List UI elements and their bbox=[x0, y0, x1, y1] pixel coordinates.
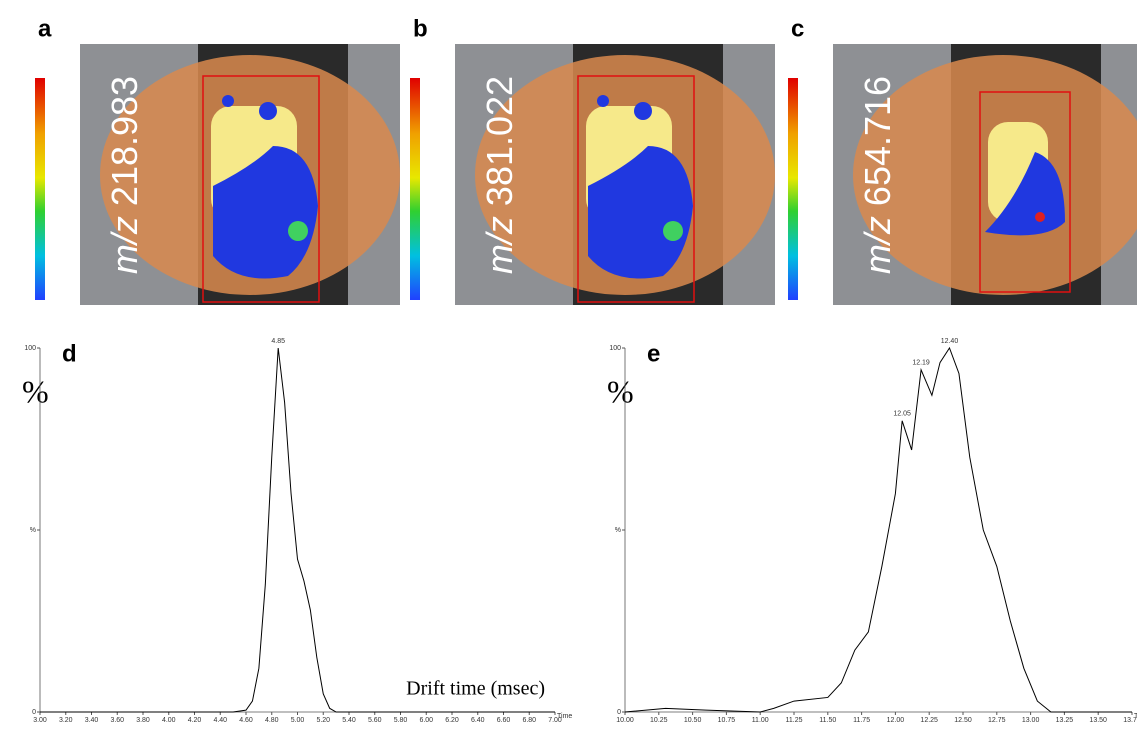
x-tick-label: 3.60 bbox=[110, 717, 124, 724]
x-tick-label: 6.00 bbox=[419, 717, 433, 724]
chart: d% Drift time (msec) Time 0% 100 3.00 3.20 3.40… bbox=[22, 338, 572, 724]
x-tick-label: 12.50 bbox=[954, 717, 972, 724]
y-axis-label: % bbox=[607, 373, 634, 409]
x-axis-label: Drift time (msec) bbox=[406, 678, 545, 700]
x-tick-label: 5.40 bbox=[342, 717, 356, 724]
heat-blue bbox=[985, 152, 1065, 236]
y-tick-label: % bbox=[30, 527, 36, 534]
x-tick-label: 11.25 bbox=[786, 717, 803, 724]
heat-blob bbox=[222, 95, 234, 107]
x-tick-label: 5.20 bbox=[316, 717, 330, 724]
panel-label: e bbox=[647, 340, 660, 367]
x-tick-label: 6.60 bbox=[497, 717, 511, 724]
mz-value: 381.022 bbox=[479, 76, 520, 206]
x-tick-label: 10.00 bbox=[616, 717, 634, 724]
mz-prefix: m/z bbox=[479, 216, 520, 274]
x-tick-label: 4.40 bbox=[213, 717, 227, 724]
x-tick-label: 12.00 bbox=[887, 717, 905, 724]
line-series bbox=[624, 346, 1132, 713]
image-panel: b m/z 381.022 bbox=[410, 15, 775, 305]
x-tick-label: 12.25 bbox=[920, 717, 938, 724]
x-tick-label: 13.75 bbox=[1123, 717, 1137, 724]
x-tick-label: 3.00 bbox=[33, 717, 47, 724]
colorbar bbox=[410, 78, 420, 300]
x-tick-label: 5.60 bbox=[368, 717, 382, 724]
roi bbox=[577, 75, 695, 303]
mz-label: m/z 218.983 bbox=[104, 76, 145, 274]
mz-prefix: m/z bbox=[857, 216, 898, 274]
heat-green bbox=[288, 221, 308, 241]
x-tick-label: 13.50 bbox=[1089, 717, 1107, 724]
mz-label: m/z 654.716 bbox=[857, 76, 898, 274]
heat-green bbox=[663, 221, 683, 241]
x-tick-label: 11.50 bbox=[819, 717, 836, 724]
peak-label: 12.40 bbox=[941, 338, 959, 345]
colorbar bbox=[35, 78, 45, 300]
x-tick-label: 12.75 bbox=[988, 717, 1006, 724]
mz-value: 654.716 bbox=[857, 76, 898, 206]
peak-label: 12.05 bbox=[893, 411, 911, 418]
panel-label: a bbox=[38, 15, 52, 42]
panel-label: c bbox=[791, 15, 804, 42]
y-tick-label: 0 bbox=[617, 709, 621, 716]
x-tick-label: 13.00 bbox=[1022, 717, 1040, 724]
heat-blue bbox=[213, 146, 318, 279]
x-unit: Time bbox=[1134, 713, 1137, 720]
panel-label: d bbox=[62, 340, 77, 367]
x-tick-label: 10.25 bbox=[650, 717, 668, 724]
heat-blob bbox=[634, 102, 652, 120]
peak-label: 4.85 bbox=[271, 338, 285, 345]
mz-prefix: m/z bbox=[104, 216, 145, 274]
x-tick-label: 4.00 bbox=[162, 717, 176, 724]
heat-red bbox=[1035, 212, 1045, 222]
mz-value: 218.983 bbox=[104, 76, 145, 206]
image-panel: a m/z 218.983 bbox=[35, 15, 400, 305]
line-series bbox=[40, 347, 555, 713]
x-tick-label: 5.80 bbox=[394, 717, 408, 724]
peak-label: 12.19 bbox=[912, 360, 930, 367]
x-tick-label: 10.75 bbox=[718, 717, 736, 724]
heat-blue bbox=[588, 146, 693, 279]
y-tick-label: % bbox=[615, 527, 621, 534]
x-unit: Time bbox=[557, 713, 572, 720]
mz-label: m/z 381.022 bbox=[479, 76, 520, 274]
x-tick-label: 6.20 bbox=[445, 717, 459, 724]
heat-blob bbox=[259, 102, 277, 120]
x-tick-label: 6.40 bbox=[471, 717, 485, 724]
y-tick-label: 100 bbox=[24, 345, 36, 352]
x-tick-label: 3.20 bbox=[59, 717, 73, 724]
x-tick-label: 5.00 bbox=[291, 717, 305, 724]
x-tick-label: 6.80 bbox=[522, 717, 536, 724]
x-tick-label: 4.60 bbox=[239, 717, 253, 724]
chart: e% Time 0% 100 10.00 10.25 10.50 10.75 11.00 11.2… bbox=[607, 338, 1137, 724]
y-axis-label: % bbox=[22, 373, 49, 409]
x-tick-label: 13.25 bbox=[1056, 717, 1074, 724]
colorbar bbox=[788, 78, 798, 300]
x-tick-label: 3.40 bbox=[85, 717, 99, 724]
x-tick-label: 10.50 bbox=[684, 717, 702, 724]
x-tick-label: 4.20 bbox=[188, 717, 202, 724]
roi bbox=[202, 75, 320, 303]
y-tick-label: 0 bbox=[32, 709, 36, 716]
x-tick-label: 4.80 bbox=[265, 717, 279, 724]
roi bbox=[979, 91, 1071, 293]
x-tick-label: 11.00 bbox=[752, 717, 769, 724]
x-tick-label: 11.75 bbox=[853, 717, 870, 724]
x-tick-label: 7.00 bbox=[548, 717, 562, 724]
x-tick-label: 3.80 bbox=[136, 717, 150, 724]
heat-blob bbox=[597, 95, 609, 107]
image-panel: c m/z 654.716 bbox=[788, 15, 1137, 305]
panel-label: b bbox=[413, 15, 428, 42]
y-tick-label: 100 bbox=[609, 345, 621, 352]
